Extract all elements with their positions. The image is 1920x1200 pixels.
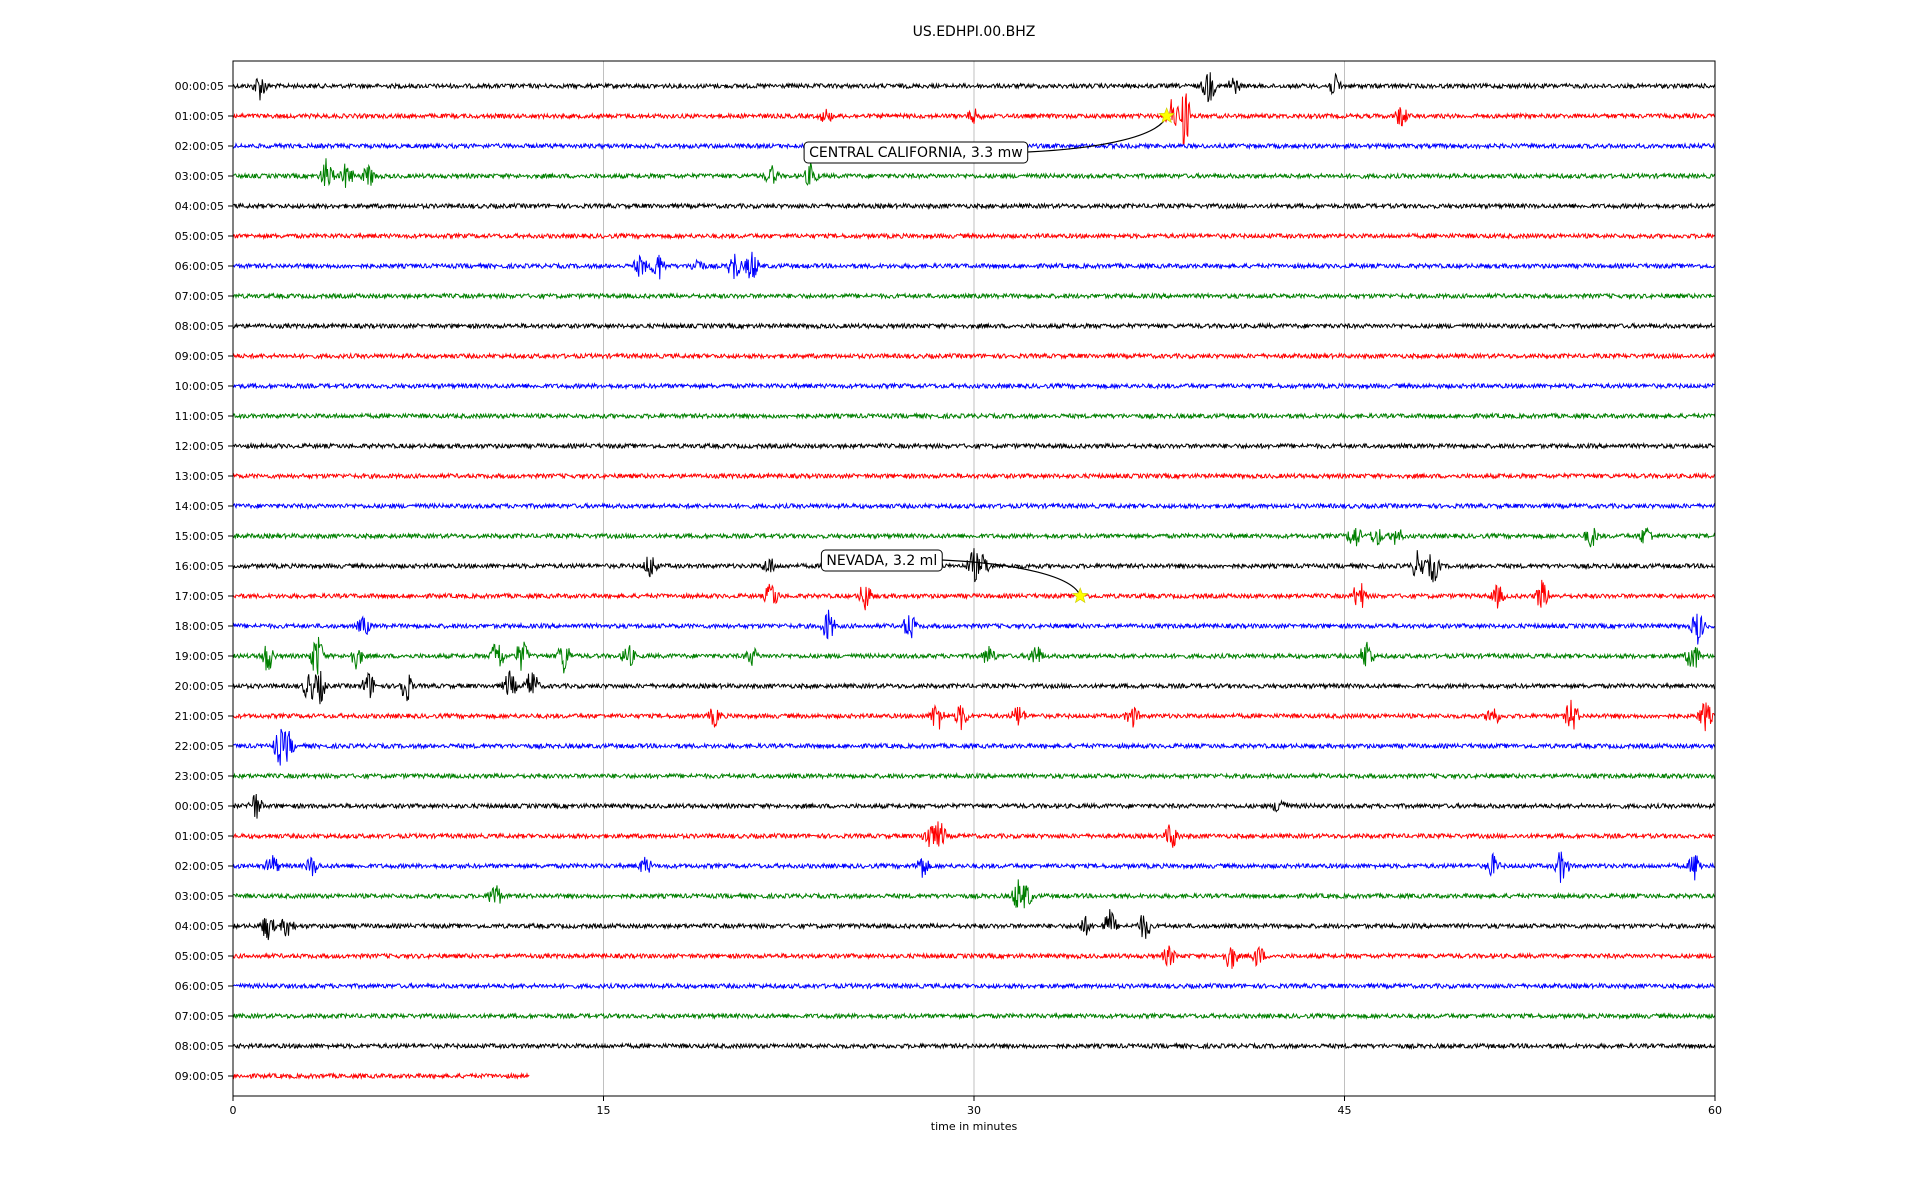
row-label: 16:00:05 xyxy=(175,560,224,573)
x-axis: 0 15 30 45 60 xyxy=(230,1096,1722,1117)
trace-row xyxy=(232,851,1716,883)
trace-row xyxy=(232,670,1716,705)
row-label: 03:00:05 xyxy=(175,170,224,183)
row-label: 15:00:05 xyxy=(175,530,224,543)
event-star-marker xyxy=(1158,107,1176,124)
vertical-gridlines xyxy=(603,61,1345,1096)
trace-row xyxy=(232,879,1716,909)
trace-row xyxy=(232,231,1716,241)
trace-row xyxy=(232,321,1716,331)
row-label: 02:00:05 xyxy=(175,860,224,873)
trace-row xyxy=(232,441,1716,451)
trace-row xyxy=(232,411,1716,421)
trace-lines xyxy=(232,72,1716,1081)
row-label: 12:00:05 xyxy=(175,440,224,453)
event-annotation-1: NEVADA, 3.2 ml xyxy=(820,549,1089,604)
trace-row xyxy=(232,771,1716,781)
row-label: 21:00:05 xyxy=(175,710,224,723)
trace-row xyxy=(232,793,1716,819)
row-label: 07:00:05 xyxy=(175,1010,224,1023)
row-label: 09:00:05 xyxy=(175,1070,224,1083)
row-label: 14:00:05 xyxy=(175,500,224,513)
trace-row xyxy=(232,1011,1716,1021)
row-label: 00:00:05 xyxy=(175,800,224,813)
row-label: 09:00:05 xyxy=(175,350,224,363)
event-star-marker xyxy=(1071,587,1089,604)
trace-row xyxy=(232,471,1716,481)
event-annotation-0: CENTRAL CALIFORNIA, 3.3 mw xyxy=(803,107,1176,164)
trace-row xyxy=(232,981,1716,991)
trace-row xyxy=(232,945,1716,969)
row-label: 11:00:05 xyxy=(175,410,224,423)
event-label: NEVADA, 3.2 ml xyxy=(826,553,937,569)
trace-row xyxy=(232,728,1716,766)
trace-row xyxy=(233,158,1716,188)
trace-row xyxy=(232,1071,530,1081)
row-label: 01:00:05 xyxy=(175,830,224,843)
row-label: 18:00:05 xyxy=(175,620,224,633)
row-label: 06:00:05 xyxy=(175,260,224,273)
x-axis-label: time in minutes xyxy=(931,1120,1018,1133)
row-label: 17:00:05 xyxy=(175,590,224,603)
trace-row xyxy=(232,548,1716,583)
trace-row xyxy=(232,351,1716,361)
row-label: 04:00:05 xyxy=(175,920,224,933)
row-label: 13:00:05 xyxy=(175,470,224,483)
row-label: 04:00:05 xyxy=(175,200,224,213)
event-annotations: CENTRAL CALIFORNIA, 3.3 mw NEVADA, 3.2 ml xyxy=(803,107,1176,604)
trace-row xyxy=(232,609,1716,645)
row-label: 23:00:05 xyxy=(175,770,224,783)
x-tick-label-3: 45 xyxy=(1338,1104,1352,1117)
event-label: CENTRAL CALIFORNIA, 3.3 mw xyxy=(809,145,1023,161)
row-label: 07:00:05 xyxy=(175,290,224,303)
row-label: 20:00:05 xyxy=(175,680,224,693)
trace-row xyxy=(232,93,1716,146)
x-tick-label-4: 60 xyxy=(1708,1104,1722,1117)
row-label: 03:00:05 xyxy=(175,890,224,903)
trace-row xyxy=(232,636,1716,675)
trace-row xyxy=(232,909,1716,941)
row-label: 08:00:05 xyxy=(175,320,224,333)
event-connector xyxy=(942,559,1081,597)
row-label: 00:00:05 xyxy=(175,80,224,93)
row-label: 01:00:05 xyxy=(175,110,224,123)
trace-row xyxy=(232,821,1716,848)
trace-row xyxy=(232,501,1716,511)
row-label: 08:00:05 xyxy=(175,1040,224,1053)
trace-row xyxy=(232,201,1716,211)
row-label: 10:00:05 xyxy=(175,380,224,393)
x-tick-label-2: 30 xyxy=(967,1104,981,1117)
trace-row xyxy=(232,526,1716,548)
event-label-box xyxy=(803,141,1029,164)
x-tick-label-0: 0 xyxy=(230,1104,237,1117)
trace-row xyxy=(232,251,1716,280)
row-label: 19:00:05 xyxy=(175,650,224,663)
chart-title: US.EDHPI.00.BHZ xyxy=(913,24,1036,40)
x-tick-label-1: 15 xyxy=(597,1104,611,1117)
row-label: 22:00:05 xyxy=(175,740,224,753)
row-label: 05:00:05 xyxy=(175,950,224,963)
trace-row xyxy=(232,1041,1716,1051)
row-label: 06:00:05 xyxy=(175,980,224,993)
row-label: 05:00:05 xyxy=(175,230,224,243)
trace-row xyxy=(232,291,1715,301)
trace-row xyxy=(232,699,1716,732)
trace-row xyxy=(232,381,1716,391)
row-label: 02:00:05 xyxy=(175,140,224,153)
trace-row xyxy=(232,72,1716,103)
trace-row xyxy=(232,579,1716,611)
row-time-labels: 00:00:05 01:00:05 02:00:05 03:00:05 04:00:05… xyxy=(175,80,233,1083)
